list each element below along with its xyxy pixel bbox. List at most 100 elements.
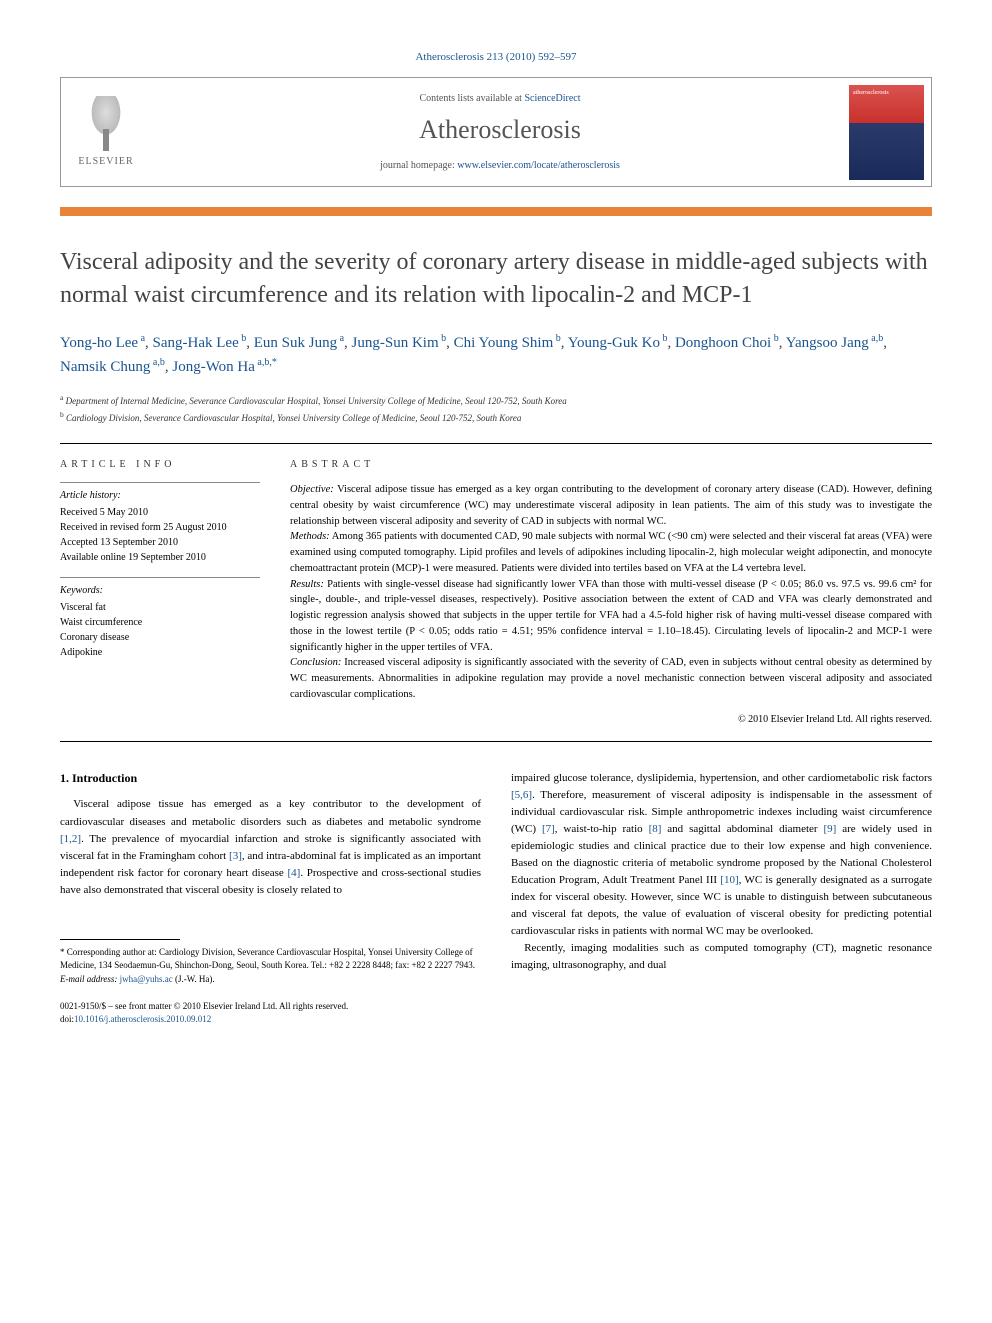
author-aff-sup: b <box>660 333 668 344</box>
ref-link[interactable]: [5,6] <box>511 789 532 801</box>
authors-list: Yong-ho Lee a, Sang-Hak Lee b, Eun Suk J… <box>60 331 932 378</box>
divider <box>60 443 932 444</box>
author-link[interactable]: Jung-Sun Kim <box>352 335 439 351</box>
author-aff-sup: a <box>138 333 145 344</box>
affiliation-a: a Department of Internal Medicine, Sever… <box>60 392 932 409</box>
sciencedirect-link[interactable]: ScienceDirect <box>524 93 580 104</box>
ref-link[interactable]: [4] <box>287 867 300 879</box>
author-aff-sup: b <box>239 333 247 344</box>
journal-name: Atherosclerosis <box>151 112 849 148</box>
ref-link[interactable]: [8] <box>649 823 662 835</box>
author-aff-sup: a,b <box>869 333 883 344</box>
doi-block: 0021-9150/$ – see front matter © 2010 El… <box>60 1000 481 1025</box>
cover-label: atherosclerosis <box>853 89 889 97</box>
elsevier-tree-icon <box>81 96 131 151</box>
accepted-line: Accepted 13 September 2010 <box>60 535 260 550</box>
author-link[interactable]: Namsik Chung <box>60 359 150 375</box>
history-head: Article history: <box>60 482 260 503</box>
doi-link[interactable]: 10.1016/j.atherosclerosis.2010.09.012 <box>74 1014 211 1024</box>
author-aff-sup: a,b <box>150 357 164 368</box>
intro-frag: impaired glucose tolerance, dyslipidemia… <box>511 772 932 784</box>
affiliations: a Department of Internal Medicine, Sever… <box>60 392 932 425</box>
body-right-column: impaired glucose tolerance, dyslipidemia… <box>511 770 932 1026</box>
methods-label: Methods: <box>290 531 330 542</box>
author-link[interactable]: Yong-ho Lee <box>60 335 138 351</box>
conclusion-text: Increased visceral adiposity is signific… <box>290 657 932 700</box>
author-aff-sup: a <box>337 333 344 344</box>
received-line: Received 5 May 2010 <box>60 505 260 520</box>
author-link[interactable]: Eun Suk Jung <box>254 335 337 351</box>
header-box: ELSEVIER Contents lists available at Sci… <box>60 77 932 187</box>
affiliation-b: b Cardiology Division, Severance Cardiov… <box>60 409 932 426</box>
orange-divider-bar <box>60 207 932 216</box>
abstract-column: abstract Objective: Visceral adipose tis… <box>290 458 932 727</box>
conclusion-label: Conclusion: <box>290 657 341 668</box>
homepage-line: journal homepage: www.elsevier.com/locat… <box>151 159 849 173</box>
corresponding-note: * Corresponding author at: Cardiology Di… <box>60 946 481 973</box>
objective-label: Objective: <box>290 484 334 495</box>
abstract-text: Objective: Visceral adipose tissue has e… <box>290 482 932 703</box>
elsevier-text: ELSEVIER <box>78 155 133 169</box>
keyword-item: Adipokine <box>60 645 260 660</box>
methods-text: Among 365 patients with documented CAD, … <box>290 531 932 574</box>
journal-cover-thumb[interactable]: atherosclerosis <box>849 85 924 180</box>
elsevier-logo[interactable]: ELSEVIER <box>61 78 151 186</box>
contents-prefix: Contents lists available at <box>419 93 524 104</box>
results-text: Patients with single-vessel disease had … <box>290 579 932 653</box>
divider <box>60 741 932 742</box>
ref-link[interactable]: [3] <box>229 850 242 862</box>
ref-link[interactable]: [9] <box>823 823 836 835</box>
article-info-column: article info Article history: Received 5… <box>60 458 260 727</box>
intro-heading: 1. Introduction <box>60 770 481 787</box>
author-link[interactable]: Donghoon Choi <box>675 335 771 351</box>
author-aff-sup: b <box>439 333 447 344</box>
doi-prefix: doi: <box>60 1014 74 1024</box>
citation-line: Atherosclerosis 213 (2010) 592–597 <box>60 50 932 65</box>
contents-line: Contents lists available at ScienceDirec… <box>151 92 849 106</box>
author-link[interactable]: Yangsoo Jang <box>786 335 869 351</box>
article-title: Visceral adiposity and the severity of c… <box>60 246 932 311</box>
results-label: Results: <box>290 579 324 590</box>
intro-frag: Visceral adipose tissue has emerged as a… <box>60 798 481 827</box>
keyword-item: Waist circumference <box>60 615 260 630</box>
author-aff-sup: a,b,* <box>255 357 277 368</box>
header-center: Contents lists available at ScienceDirec… <box>151 84 849 180</box>
intro-text-left: Visceral adipose tissue has emerged as a… <box>60 796 481 898</box>
corr-text: Corresponding author at: Cardiology Divi… <box>60 947 475 971</box>
body-columns: 1. Introduction Visceral adipose tissue … <box>60 770 932 1026</box>
author-link[interactable]: Sang-Hak Lee <box>153 335 239 351</box>
ref-link[interactable]: [7] <box>542 823 555 835</box>
homepage-prefix: journal homepage: <box>380 160 457 171</box>
body-left-column: 1. Introduction Visceral adipose tissue … <box>60 770 481 1026</box>
author-aff-sup: b <box>553 333 561 344</box>
keywords-list: Visceral fatWaist circumferenceCoronary … <box>60 600 260 660</box>
email-suffix: (J.-W. Ha). <box>173 974 215 984</box>
ref-link[interactable]: [1,2] <box>60 833 81 845</box>
intro-text-right: impaired glucose tolerance, dyslipidemia… <box>511 770 932 975</box>
email-link[interactable]: jwha@yuhs.ac <box>120 974 173 984</box>
footnotes: * Corresponding author at: Cardiology Di… <box>60 946 481 987</box>
email-note: E-mail address: jwha@yuhs.ac (J.-W. Ha). <box>60 973 481 987</box>
abstract-label: abstract <box>290 458 932 472</box>
author-aff-sup: b <box>771 333 779 344</box>
citation-link[interactable]: Atherosclerosis 213 (2010) 592–597 <box>415 51 576 63</box>
keyword-item: Coronary disease <box>60 630 260 645</box>
doi-line: doi:10.1016/j.atherosclerosis.2010.09.01… <box>60 1013 481 1026</box>
copyright-line: © 2010 Elsevier Ireland Ltd. All rights … <box>290 713 932 727</box>
intro-frag: and sagittal abdominal diameter <box>661 823 823 835</box>
footnote-rule <box>60 939 180 940</box>
keywords-head: Keywords: <box>60 584 260 598</box>
homepage-link[interactable]: www.elsevier.com/locate/atherosclerosis <box>457 160 620 171</box>
intro-p2: Recently, imaging modalities such as com… <box>511 940 932 974</box>
author-link[interactable]: Chi Young Shim <box>454 335 554 351</box>
online-line: Available online 19 September 2010 <box>60 550 260 565</box>
ref-link[interactable]: [10] <box>720 874 738 886</box>
revised-line: Received in revised form 25 August 2010 <box>60 520 260 535</box>
issn-line: 0021-9150/$ – see front matter © 2010 El… <box>60 1000 481 1013</box>
intro-frag: , waist-to-hip ratio <box>555 823 649 835</box>
objective-text: Visceral adipose tissue has emerged as a… <box>290 484 932 527</box>
author-link[interactable]: Jong-Won Ha <box>172 359 255 375</box>
keyword-item: Visceral fat <box>60 600 260 615</box>
author-link[interactable]: Young-Guk Ko <box>568 335 660 351</box>
email-label: E-mail address: <box>60 974 120 984</box>
